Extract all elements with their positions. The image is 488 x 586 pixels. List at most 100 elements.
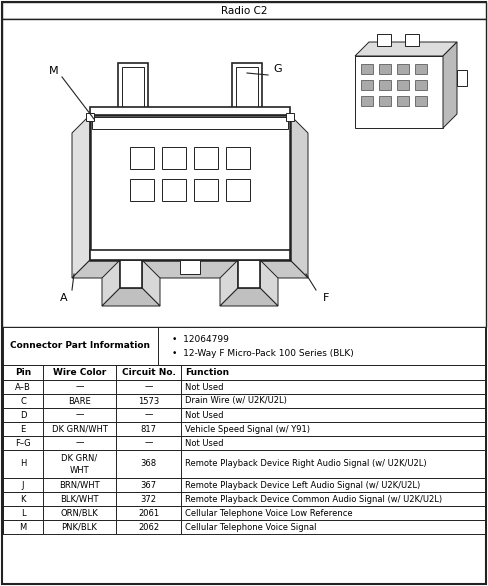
Bar (3, 365, 485, 380)
Polygon shape (142, 260, 160, 306)
Bar (3, 436, 485, 450)
Text: M: M (20, 523, 27, 532)
Text: ORN/BLK: ORN/BLK (61, 509, 99, 517)
Bar (405, 34, 419, 46)
Bar (415, 80, 427, 90)
Polygon shape (260, 260, 278, 306)
Polygon shape (72, 260, 308, 278)
Bar (226, 179, 250, 201)
Text: Drain Wire (w/ U2K/U2L): Drain Wire (w/ U2K/U2L) (185, 397, 287, 406)
Text: H: H (20, 459, 26, 468)
Text: Function: Function (185, 368, 229, 377)
Bar (361, 96, 373, 106)
Polygon shape (220, 260, 238, 306)
Bar (377, 34, 391, 46)
Polygon shape (355, 42, 457, 56)
Text: 2061: 2061 (138, 509, 159, 517)
Text: Pin: Pin (15, 368, 31, 377)
Bar (3, 450, 485, 478)
Text: A: A (60, 293, 68, 303)
Bar (194, 147, 218, 169)
Text: G: G (274, 64, 283, 74)
Text: —: — (75, 438, 83, 448)
Bar (194, 179, 218, 201)
Bar (3, 327, 485, 365)
Text: •  12-Way F Micro-Pack 100 Series (BLK): • 12-Way F Micro-Pack 100 Series (BLK) (172, 349, 354, 357)
Bar (3, 380, 485, 394)
Text: C: C (20, 397, 26, 406)
Text: Circuit No.: Circuit No. (122, 368, 176, 377)
Text: Not Used: Not Used (185, 383, 224, 391)
Text: 1573: 1573 (138, 397, 159, 406)
Bar (415, 96, 427, 106)
Text: BLK/WHT: BLK/WHT (60, 495, 99, 503)
Bar (122, 67, 144, 115)
Text: L: L (20, 509, 25, 517)
Text: Vehicle Speed Signal (w/ Y91): Vehicle Speed Signal (w/ Y91) (185, 424, 310, 434)
Text: Remote Playback Device Common Audio Signal (w/ U2K/U2L): Remote Playback Device Common Audio Sign… (185, 495, 442, 503)
Bar (118, 63, 148, 115)
Text: BRN/WHT: BRN/WHT (59, 481, 100, 489)
Polygon shape (443, 42, 457, 128)
Text: Remote Playback Device Right Audio Signal (w/ U2K/U2L): Remote Playback Device Right Audio Signa… (185, 459, 427, 468)
Bar (397, 80, 409, 90)
Bar (3, 478, 485, 492)
Bar (286, 113, 294, 121)
Text: 2062: 2062 (138, 523, 159, 532)
Bar (415, 64, 427, 74)
Bar (379, 64, 391, 74)
Text: Wire Color: Wire Color (53, 368, 106, 377)
Text: Connector Part Information: Connector Part Information (10, 342, 150, 350)
Bar (355, 56, 443, 128)
Text: BARE: BARE (68, 397, 91, 406)
Text: —: — (75, 411, 83, 420)
Bar (379, 96, 391, 106)
Text: E: E (20, 424, 26, 434)
Text: Not Used: Not Used (185, 411, 224, 420)
Text: —: — (144, 438, 153, 448)
Text: •  12064799: • 12064799 (172, 335, 229, 343)
Text: M: M (49, 66, 59, 76)
Text: Cellular Telephone Voice Low Reference: Cellular Telephone Voice Low Reference (185, 509, 353, 517)
Polygon shape (102, 260, 120, 306)
Bar (3, 422, 485, 436)
Bar (361, 80, 373, 90)
Bar (130, 147, 154, 169)
Bar (3, 394, 485, 408)
Text: 372: 372 (141, 495, 157, 503)
Bar (226, 147, 250, 169)
Bar (397, 96, 409, 106)
Bar (90, 250, 290, 260)
Bar (397, 64, 409, 74)
Bar (457, 70, 467, 86)
Bar (3, 408, 485, 422)
Bar (2, 2, 486, 19)
Text: J: J (22, 481, 24, 489)
Bar (120, 260, 142, 288)
Text: F–G: F–G (15, 438, 31, 448)
Text: 367: 367 (141, 481, 157, 489)
Bar (90, 115, 290, 260)
Bar (90, 107, 290, 115)
Bar (86, 113, 94, 121)
Text: 368: 368 (141, 459, 157, 468)
Text: —: — (144, 383, 153, 391)
Text: A–B: A–B (15, 383, 31, 391)
Bar (180, 260, 200, 274)
Bar (379, 80, 391, 90)
Bar (236, 67, 258, 115)
Text: Radio C2: Radio C2 (221, 5, 267, 15)
Text: WHT: WHT (70, 466, 89, 475)
Text: —: — (144, 411, 153, 420)
Polygon shape (102, 288, 160, 306)
Bar (162, 179, 186, 201)
Text: —: — (75, 383, 83, 391)
Polygon shape (220, 288, 278, 306)
Text: DK GRN/: DK GRN/ (61, 454, 98, 462)
Bar (3, 520, 485, 534)
Text: K: K (20, 495, 26, 503)
Bar (2, 19, 486, 327)
Text: Cellular Telephone Voice Signal: Cellular Telephone Voice Signal (185, 523, 317, 532)
Bar (361, 64, 373, 74)
Bar (92, 117, 288, 129)
